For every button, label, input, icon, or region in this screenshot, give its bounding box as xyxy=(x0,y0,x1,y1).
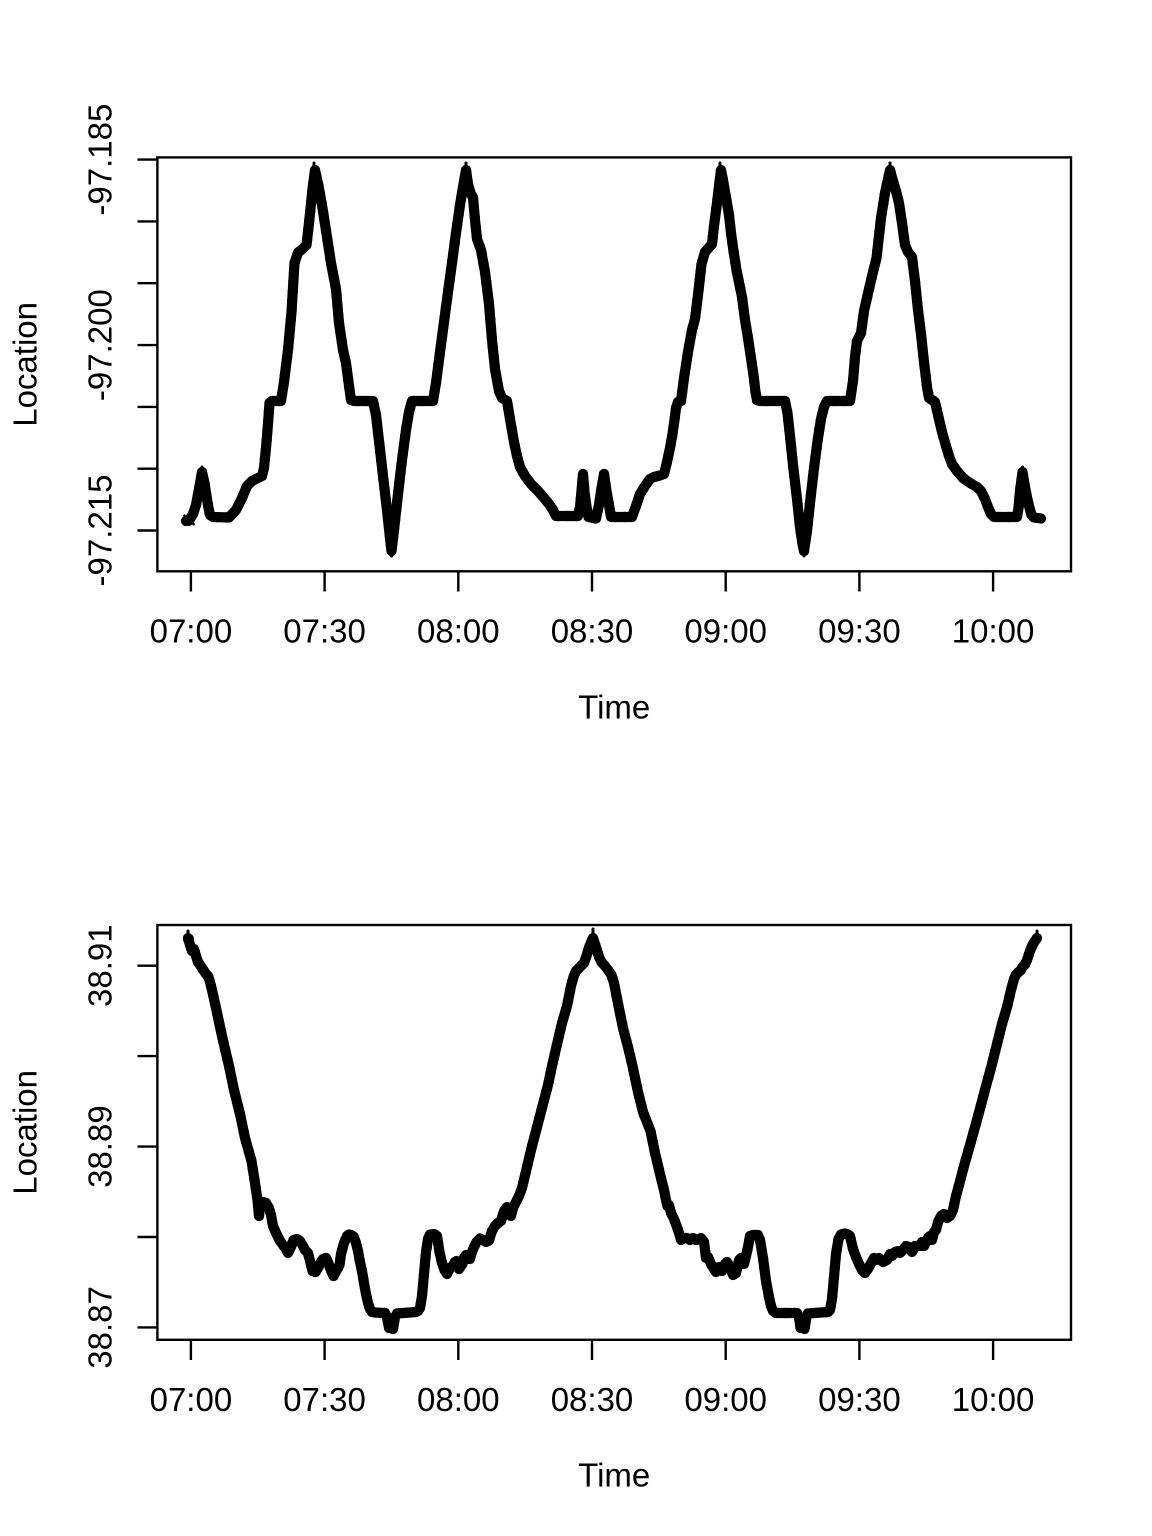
svg-text:Location: Location xyxy=(6,1070,43,1195)
svg-text:09:30: 09:30 xyxy=(818,613,901,650)
svg-text:10:00: 10:00 xyxy=(952,613,1035,650)
svg-text:-97.215: -97.215 xyxy=(82,475,119,587)
svg-text:Time: Time xyxy=(578,1456,650,1493)
svg-text:-97.185: -97.185 xyxy=(82,104,119,216)
svg-text:09:00: 09:00 xyxy=(684,1381,767,1418)
svg-text:09:30: 09:30 xyxy=(818,1381,901,1418)
svg-text:-97.200: -97.200 xyxy=(82,289,119,401)
svg-text:Time: Time xyxy=(578,689,650,726)
svg-text:07:00: 07:00 xyxy=(150,1381,233,1418)
svg-text:08:30: 08:30 xyxy=(551,1381,634,1418)
svg-text:07:00: 07:00 xyxy=(150,613,233,650)
svg-text:38.91: 38.91 xyxy=(82,924,119,1007)
svg-text:Location: Location xyxy=(6,302,43,427)
svg-text:07:30: 07:30 xyxy=(283,1381,366,1418)
svg-text:08:30: 08:30 xyxy=(551,613,634,650)
svg-text:09:00: 09:00 xyxy=(684,613,767,650)
svg-text:07:30: 07:30 xyxy=(283,613,366,650)
svg-text:38.87: 38.87 xyxy=(82,1286,119,1369)
svg-text:10:00: 10:00 xyxy=(952,1381,1035,1418)
svg-text:08:00: 08:00 xyxy=(417,1381,500,1418)
svg-text:08:00: 08:00 xyxy=(417,613,500,650)
svg-text:38.89: 38.89 xyxy=(82,1105,119,1188)
